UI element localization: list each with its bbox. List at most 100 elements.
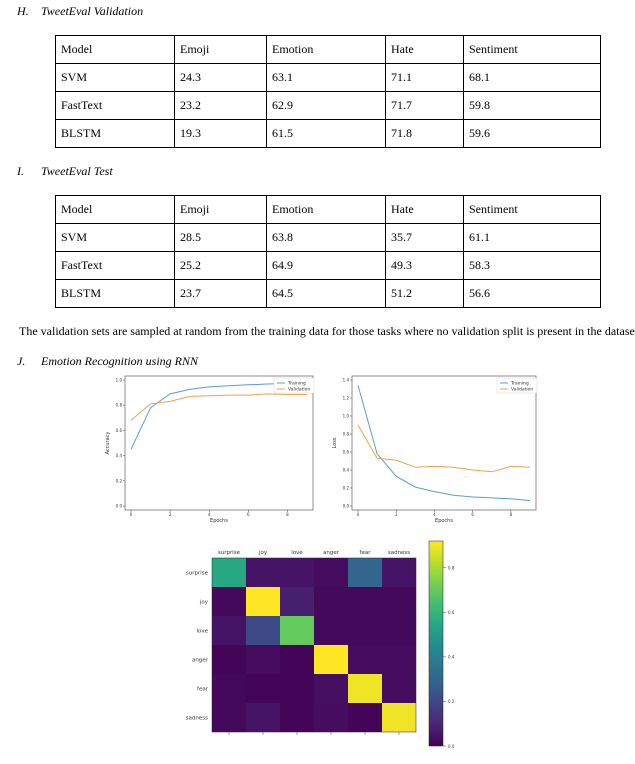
y-tick-label: 0.2 [343,486,350,491]
y-tick-label: 1.0 [343,414,350,419]
heatmap-cell [314,645,348,674]
heatmap-cell [246,616,280,645]
heatmap-cell [280,674,314,703]
x-axis-label: Epochs [435,518,453,524]
heatmap-cell [246,587,280,616]
test-table: Model Emoji Emotion Hate Sentiment SVM 2… [55,195,601,308]
y-tick-label: 0.2 [116,478,123,483]
plot-frame [124,375,314,511]
heatmap-cell [212,616,246,645]
section-heading-h: H. TweetEval Validation [17,4,143,19]
table-row: BLSTM 19.3 61.5 71.8 59.6 [55,119,601,148]
table-cell: 68.1 [463,63,601,92]
colorbar-tick-label: 0.4 [448,655,455,660]
table-header-row: Model Emoji Emotion Hate Sentiment [55,195,601,224]
table-cell: BLSTM [55,279,175,308]
heatmap-cell [246,558,280,587]
heatmap-cell [280,587,314,616]
column-label: love [291,550,303,556]
legend-label: Validation [511,387,533,393]
x-axis-label: Epochs [210,518,228,524]
column-label: fear [360,550,372,556]
x-tick-label: 4 [433,512,436,517]
y-tick-label: 1.0 [116,378,123,383]
heatmap-cell [348,703,382,732]
y-tick-label: 1.2 [343,396,350,401]
x-tick-label: 2 [169,512,172,517]
x-tick-label: 8 [510,512,513,517]
table-row: FastText 23.2 62.9 71.7 59.8 [55,91,601,120]
y-tick-label: 0.4 [116,453,123,458]
header-cell: Emoji [174,35,267,64]
series-line-validation [130,393,307,421]
column-label: anger [323,550,340,556]
table-row: SVM 28.5 63.8 35.7 61.1 [55,223,601,252]
table-cell: 49.3 [385,251,464,280]
x-tick-label: 0 [130,512,133,517]
heatmap-cell [382,558,416,587]
table-cell: 61.1 [463,223,601,252]
body-paragraph: The validation sets are sampled at rando… [19,324,635,338]
heatmap-cell [212,587,246,616]
legend-label: Training [287,381,306,387]
series-line-validation [357,424,531,473]
x-tick-label: 6 [471,512,474,517]
colorbar-tick-label: 0.2 [448,699,455,704]
y-tick-label: 0.0 [116,504,123,509]
confusion-matrix-heatmap: surprise joy love anger fear sadness surprise j… [186,540,455,749]
row-label: surprise [186,571,209,577]
heatmap-cell [382,674,416,703]
heatmap-cell [314,674,348,703]
heatmap-cell [280,703,314,732]
table-row: BLSTM 23.7 64.5 51.2 56.6 [55,279,601,308]
table-cell: SVM [55,63,175,92]
heatmap-cell [348,558,382,587]
colorbar-tick-label: 0.8 [448,566,455,571]
y-tick-label: 0.4 [343,468,350,473]
plot-frame [351,375,537,511]
heatmap-cell [348,674,382,703]
table-cell: FastText [55,91,175,120]
header-cell: Sentiment [463,195,601,224]
line-chart-loss: 0.0 0.2 0.4 0.6 0.8 1.0 1.2 1.4 0 2 4 6 8 Epochs Loss T… [332,375,538,524]
table-cell: 71.7 [385,91,464,120]
y-axis-label: Accuracy [105,432,111,455]
heatmap-cell [212,645,246,674]
y-axis-label: Loss [332,437,338,448]
heatmap-cell [280,558,314,587]
table-cell: 63.8 [266,223,386,252]
line-chart-accuracy: 0.0 0.2 0.4 0.6 0.8 1.0 0 2 4 6 8 Epochs Accuracy Tra… [105,375,315,524]
heatmap-cell [246,674,280,703]
heatmap-frame [211,557,417,733]
heatmap-cell [314,703,348,732]
section-number: H. [17,4,29,18]
table-cell: 71.8 [385,119,464,148]
heatmap-cell [382,703,416,732]
y-tick-label: 1.4 [343,378,350,383]
table-cell: BLSTM [55,119,175,148]
table-cell: 23.2 [174,91,267,120]
column-label: surprise [218,550,241,556]
y-tick-label: 0.0 [343,504,350,509]
heatmap-cell [212,674,246,703]
heatmap-cell [348,616,382,645]
header-cell: Model [55,195,175,224]
heatmap-cell [280,645,314,674]
table-cell: 61.5 [266,119,386,148]
header-cell: Sentiment [463,35,601,64]
section-heading-i: I. TweetEval Test [17,164,113,179]
y-tick-label: 0.6 [343,450,350,455]
section-number: I. [17,164,24,178]
table-cell: 19.3 [174,119,267,148]
header-cell: Emoji [174,195,267,224]
heatmap-cell [212,703,246,732]
row-label: sadness [186,716,208,722]
column-label: sadness [388,550,410,556]
row-label: joy [199,600,209,606]
section-heading-j: J. Emotion Recognition using RNN [17,354,198,369]
row-label: love [196,629,208,635]
heatmap-cell [382,587,416,616]
x-tick-label: 4 [208,512,211,517]
x-tick-label: 6 [247,512,250,517]
